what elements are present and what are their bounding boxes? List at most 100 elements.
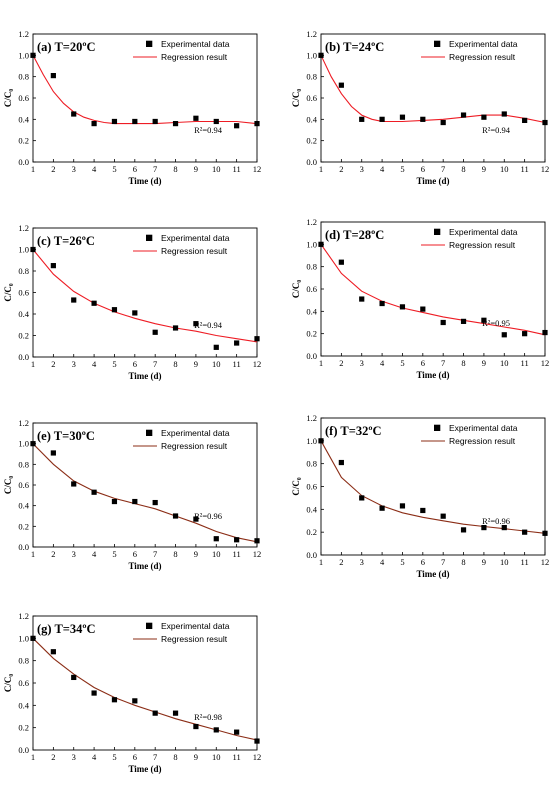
y-tick-label: 0.4: [18, 309, 29, 319]
data-point: [213, 118, 219, 125]
r-squared-annotation: R²=0.95: [482, 318, 510, 328]
data-point: [542, 329, 548, 336]
x-tick-label: 11: [521, 358, 529, 368]
data-point: [440, 119, 446, 126]
x-tick-label: 12: [253, 752, 262, 762]
y-tick-label: 1.2: [306, 29, 317, 39]
data-point: [50, 450, 56, 456]
x-tick-label: 9: [482, 557, 486, 567]
y-tick-label: 1.0: [18, 245, 29, 255]
x-axis-label: Time (d): [128, 561, 161, 571]
r-squared-annotation: R²=0.96: [482, 516, 510, 526]
data-point: [481, 114, 487, 120]
x-tick-label: 3: [72, 549, 76, 559]
x-tick-label: 9: [194, 164, 198, 174]
legend-label-experimental: Experimental data: [449, 227, 518, 237]
data-point: [420, 116, 426, 122]
legend-marker: [434, 424, 441, 431]
legend-label-regression: Regression result: [161, 52, 228, 62]
x-tick-label: 4: [92, 752, 97, 762]
chart-panel-7: 1 2 3 4 5 6 7 8 9 10 11 120.00.20.40.60.81.01.2Time…: [3, 611, 261, 774]
data-point: [30, 52, 36, 58]
data-point: [359, 495, 365, 501]
data-point: [460, 527, 467, 533]
x-tick-label: 12: [541, 358, 550, 368]
data-point: [111, 498, 118, 505]
data-point: [254, 738, 260, 744]
x-tick-label: 7: [441, 358, 445, 368]
data-point: [50, 73, 56, 79]
x-tick-label: 1: [31, 549, 35, 559]
data-point: [318, 241, 324, 247]
x-tick-label: 5: [112, 359, 116, 369]
x-tick-label: 8: [461, 358, 465, 368]
data-point: [338, 459, 344, 466]
legend-label-regression: Regression result: [449, 52, 516, 62]
y-tick-label: 0.8: [18, 459, 29, 469]
y-tick-label: 0.4: [18, 114, 29, 124]
y-tick-label: 0.0: [18, 745, 29, 755]
x-tick-label: 3: [72, 359, 76, 369]
x-tick-label: 2: [339, 358, 343, 368]
regression-line: [320, 440, 546, 534]
x-tick-label: 11: [233, 752, 241, 762]
data-point: [152, 118, 158, 125]
r-squared-annotation: R²=0.94: [194, 320, 223, 330]
x-tick-label: 5: [112, 752, 116, 762]
x-axis-label: Time (d): [128, 764, 161, 774]
panel-title: (a) T=20ºC: [37, 40, 96, 54]
data-point: [460, 112, 467, 118]
data-point: [172, 121, 179, 127]
x-tick-label: 4: [380, 164, 385, 174]
y-axis-label: C/C₀: [291, 89, 301, 107]
y-tick-label: 0.2: [18, 723, 29, 733]
legend-marker: [434, 228, 441, 235]
y-tick-label: 0.6: [306, 482, 317, 492]
x-tick-label: 5: [112, 549, 116, 559]
panel-title: (f) T=32ºC: [325, 424, 382, 438]
y-tick-label: 0.6: [306, 93, 317, 103]
y-axis-label: C/C₀: [291, 280, 301, 298]
x-tick-label: 2: [51, 549, 55, 559]
data-point: [379, 505, 385, 511]
regression-line: [32, 55, 258, 125]
x-axis-label: Time (d): [416, 370, 449, 380]
data-point: [111, 307, 118, 313]
y-tick-label: 1.0: [18, 50, 29, 60]
x-tick-label: 7: [153, 164, 157, 174]
data-point: [193, 723, 199, 730]
y-tick-label: 0.4: [18, 501, 29, 511]
data-point: [379, 116, 385, 122]
legend-label-experimental: Experimental data: [161, 39, 230, 49]
y-tick-label: 1.2: [18, 611, 29, 621]
x-tick-label: 5: [400, 164, 404, 174]
legend-marker: [146, 429, 153, 436]
y-tick-label: 0.2: [306, 136, 317, 146]
x-tick-label: 6: [133, 164, 137, 174]
chart-panel-3: 1 2 3 4 5 6 7 8 9 10 11 120.00.20.40.60.81.01.2Time…: [3, 223, 261, 381]
panel-title: (d) T=28ºC: [325, 228, 384, 242]
legend-marker: [434, 40, 441, 47]
x-tick-label: 3: [360, 557, 364, 567]
x-tick-label: 1: [31, 359, 35, 369]
r-squared-annotation: R²=0.96: [194, 511, 222, 521]
x-tick-label: 7: [441, 164, 445, 174]
legend-marker: [146, 622, 153, 629]
data-point: [30, 246, 36, 253]
y-tick-label: 0.2: [18, 331, 29, 341]
chart-panel-4: 1 2 3 4 5 6 7 8 9 10 11 120.00.20.40.60.81.01.2Time…: [291, 217, 549, 380]
x-axis-label: Time (d): [128, 176, 161, 186]
x-tick-label: 9: [482, 358, 486, 368]
y-tick-label: 0.8: [18, 266, 29, 276]
x-tick-label: 9: [482, 164, 486, 174]
x-axis-label: Time (d): [416, 176, 449, 186]
panel-title: (e) T=30ºC: [37, 429, 95, 443]
data-point: [111, 697, 118, 703]
x-tick-label: 6: [133, 359, 137, 369]
legend-label-experimental: Experimental data: [449, 423, 518, 433]
data-point: [542, 119, 548, 126]
data-point: [254, 336, 260, 342]
x-tick-label: 11: [521, 557, 529, 567]
y-tick-label: 1.2: [18, 223, 29, 233]
data-point: [338, 82, 344, 88]
